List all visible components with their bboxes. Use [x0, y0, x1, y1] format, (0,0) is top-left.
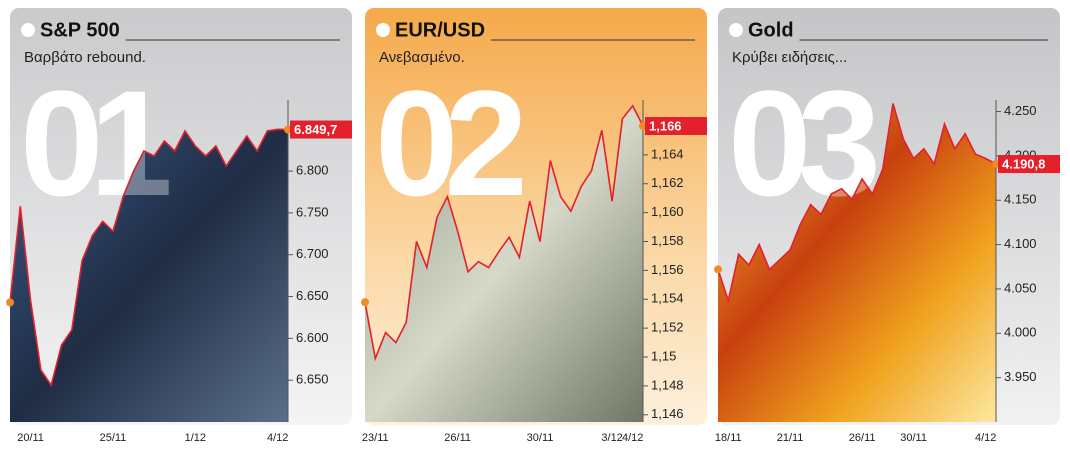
value-label-box: [645, 116, 707, 135]
panel-number: 01: [20, 59, 169, 227]
y-tick-label: 1,160: [651, 204, 684, 219]
y-tick-label: 6.650: [296, 288, 329, 303]
y-tick-label: 1,146: [651, 406, 684, 421]
y-tick-label: 1,152: [651, 320, 684, 335]
price-line: [9, 128, 289, 388]
y-tick-label: 4.150: [1004, 192, 1037, 207]
photo-area: [718, 103, 996, 422]
x-tick-label: 20/11: [17, 432, 44, 444]
x-tick-label: 26/11: [444, 432, 471, 444]
panel-title: Gold: [748, 19, 794, 41]
panel-number: 02: [375, 59, 522, 227]
panel-subtitle: Ανεβασμένο.: [379, 49, 465, 66]
y-tick-label: 4.100: [1004, 236, 1037, 251]
start-marker: [6, 298, 14, 307]
value-label: 4.190,8: [1002, 156, 1045, 171]
y-tick-label: 6.750: [296, 204, 329, 219]
x-tick-label: 1/12: [185, 432, 206, 444]
y-tick-label: 1,164: [651, 146, 684, 161]
value-label-box: [290, 120, 352, 139]
x-tick-label: 4/12: [975, 432, 996, 444]
panel-subtitle: Βαρβάτο rebound.: [24, 49, 146, 66]
price-line: [364, 104, 644, 362]
y-tick-label: 1,148: [651, 377, 684, 392]
panel-title: EUR/USD: [395, 19, 485, 41]
title-dot: [729, 23, 743, 37]
start-marker: [714, 265, 722, 274]
y-tick-label: 6.600: [296, 330, 329, 345]
x-tick-label: 21/11: [777, 432, 804, 444]
title-dot: [21, 23, 35, 37]
photo-area: [10, 129, 288, 423]
y-tick-label: 1,156: [651, 262, 684, 277]
y-tick-label: 3.950: [1004, 369, 1037, 384]
x-tick-label: 18/11: [715, 432, 742, 444]
x-tick-label: 30/11: [527, 432, 554, 444]
price-line: [717, 103, 997, 304]
y-tick-label: 1,15: [651, 348, 676, 363]
y-tick-label: 1,158: [651, 233, 684, 248]
x-tick-label: 30/11: [900, 432, 927, 444]
x-tick-label: 23/11: [362, 432, 389, 444]
value-label: 6.849,7: [294, 122, 337, 137]
x-tick-label: 4/12: [622, 432, 643, 444]
x-tick-label: 3/12: [601, 432, 622, 444]
y-tick-label: 6.650: [296, 372, 329, 387]
panel-number: 03: [728, 59, 875, 227]
x-tick-label: 25/11: [100, 432, 127, 444]
y-tick-label: 1,154: [651, 291, 684, 306]
title-dot: [376, 23, 390, 37]
y-tick-label: 4.050: [1004, 280, 1037, 295]
value-label-box: [998, 155, 1060, 174]
y-tick-label: 6.700: [296, 246, 329, 261]
panel-subtitle: Κρύβει ειδήσεις...: [732, 49, 847, 66]
y-tick-label: 4.250: [1004, 103, 1037, 118]
x-tick-label: 26/11: [849, 432, 876, 444]
photo-area: [365, 105, 643, 423]
panel-title: S&P 500: [40, 19, 120, 41]
y-tick-label: 4.000: [1004, 325, 1037, 340]
x-tick-label: 4/12: [267, 432, 288, 444]
y-tick-label: 1,162: [651, 175, 684, 190]
start-marker: [361, 298, 369, 307]
y-tick-label: 6.800: [296, 163, 329, 178]
value-label: 1,166: [649, 118, 682, 133]
panel-number: 02: [375, 59, 522, 227]
